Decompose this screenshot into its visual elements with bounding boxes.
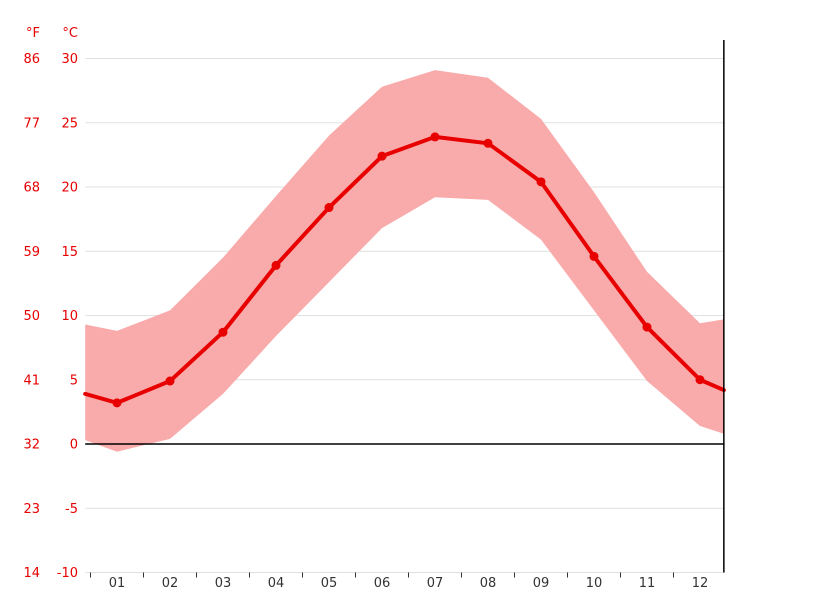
min-max-temperature-band: [85, 70, 724, 452]
mean-temperature-point: [112, 398, 122, 408]
x-axis-label-month: 03: [215, 576, 232, 591]
x-axis-label-month: 11: [639, 576, 656, 591]
mean-temperature-point: [324, 203, 334, 213]
y-axis-label-c: -5: [65, 502, 78, 517]
y-axis-label-c: 10: [61, 309, 78, 324]
x-axis-label-month: 06: [374, 576, 391, 591]
x-axis-label-month: 05: [321, 576, 338, 591]
y-axis-label-f: 59: [23, 245, 40, 260]
x-axis-label-month: 08: [480, 576, 497, 591]
x-axis-label-month: 02: [162, 576, 179, 591]
mean-temperature-point: [483, 138, 493, 148]
mean-temperature-point: [165, 376, 175, 386]
mean-temperature-point: [642, 322, 652, 332]
y-axis-label-f: 86: [23, 52, 40, 67]
y-axis-label-f: 68: [23, 181, 40, 196]
y-axis-label-c: 30: [61, 52, 78, 67]
x-axis-label-month: 09: [533, 576, 550, 591]
mean-temperature-line: [83, 134, 726, 405]
x-axis-label-month: 01: [109, 576, 126, 591]
x-axis-label-month: 10: [586, 576, 603, 591]
mean-temperature-point: [430, 132, 440, 142]
y-axis-label-c: 25: [61, 116, 78, 131]
unit-label-c: °C: [62, 26, 78, 41]
y-axis-label-c: -10: [57, 566, 78, 581]
y-axis-label-c: 5: [70, 373, 78, 388]
x-axis-label-month: 04: [268, 576, 285, 591]
y-axis-label-f: 50: [23, 309, 40, 324]
y-axis-label-c: 15: [61, 245, 78, 260]
mean-temperature-point: [695, 375, 705, 385]
y-axis-label-c: 20: [61, 181, 78, 196]
y-axis-label-f: 41: [23, 373, 40, 388]
y-axis-label-f: 77: [23, 116, 40, 131]
y-axis-label-c: 0: [70, 438, 78, 453]
x-axis-label-month: 07: [427, 576, 444, 591]
mean-temperature-point: [271, 260, 281, 270]
y-axis-label-f: 32: [23, 438, 40, 453]
y-axis-label-f: 23: [23, 502, 40, 517]
unit-label-f: °F: [26, 26, 40, 41]
mean-temperature-point: [218, 327, 228, 337]
mean-temperature-point: [377, 151, 387, 161]
mean-temperature-point: [589, 251, 599, 261]
mean-temperature-point: [536, 177, 546, 187]
x-axis-label-month: 12: [692, 576, 709, 591]
y-axis-label-f: 14: [23, 566, 40, 581]
